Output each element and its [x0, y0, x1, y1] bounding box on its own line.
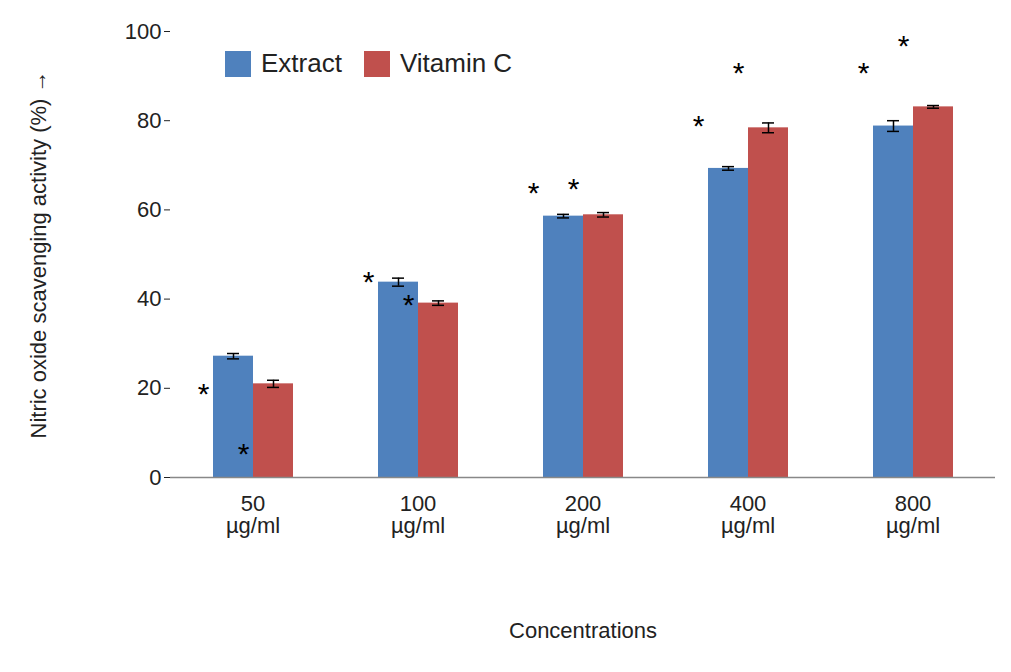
svg-text:*: * — [693, 109, 705, 142]
svg-text:*: * — [238, 437, 250, 470]
svg-text:40: 40 — [137, 286, 161, 311]
svg-text:Concentrations: Concentrations — [509, 618, 657, 643]
svg-text:*: * — [858, 56, 870, 89]
svg-text:20: 20 — [137, 375, 161, 400]
svg-text:*: * — [568, 172, 580, 205]
svg-text:100: 100 — [125, 19, 162, 44]
svg-text:0: 0 — [149, 465, 161, 490]
svg-text:80: 80 — [137, 108, 161, 133]
svg-text:*: * — [198, 377, 210, 410]
svg-text:50µg/ml: 50µg/ml — [226, 491, 280, 538]
svg-text:200µg/ml: 200µg/ml — [556, 491, 610, 538]
svg-text:*: * — [528, 176, 540, 209]
svg-text:400µg/ml: 400µg/ml — [721, 491, 775, 538]
svg-text:Nitric oxide scavenging activi: Nitric oxide scavenging activity (%) → — [26, 70, 51, 438]
svg-text:*: * — [733, 56, 745, 89]
svg-text:800µg/ml: 800µg/ml — [886, 491, 940, 538]
svg-text:*: * — [898, 29, 910, 62]
svg-text:100µg/ml: 100µg/ml — [391, 491, 445, 538]
html-text:Vitamin C: Vitamin C — [399, 48, 513, 78]
svg-text:*: * — [403, 288, 415, 321]
svg-text:60: 60 — [137, 197, 161, 222]
html-text:Extract: Extract — [261, 48, 342, 78]
svg-text:*: * — [363, 265, 375, 298]
